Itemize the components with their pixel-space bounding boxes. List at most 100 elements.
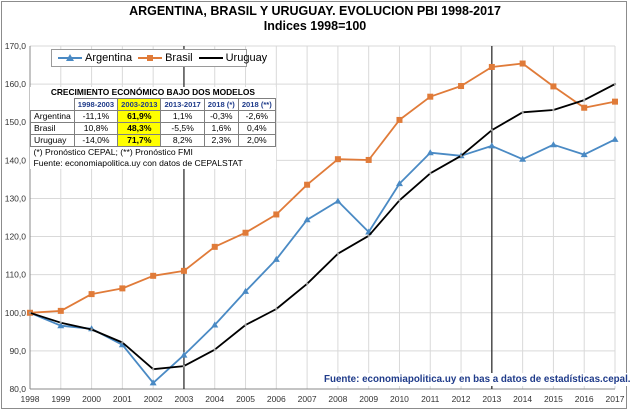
data-point-uruguay bbox=[459, 154, 463, 157]
y-tick-label: 80,0 bbox=[9, 384, 26, 394]
x-tick-label: 1998 bbox=[21, 394, 40, 404]
data-point-brasil bbox=[242, 229, 249, 236]
growth-table-cell: 1,1% bbox=[160, 110, 205, 123]
data-point-argentina bbox=[488, 142, 496, 149]
growth-table-cell: -14,0% bbox=[73, 134, 119, 147]
data-point-argentina bbox=[242, 287, 250, 294]
legend-label-uruguay: Uruguay bbox=[225, 52, 268, 64]
data-point-brasil bbox=[612, 98, 618, 105]
data-point-brasil bbox=[211, 243, 218, 250]
data-point-argentina bbox=[611, 135, 619, 142]
chart-subtitle: Indices 1998=100 bbox=[263, 19, 367, 33]
data-point-argentina bbox=[303, 216, 311, 223]
data-point-uruguay bbox=[59, 321, 62, 324]
data-point-brasil bbox=[365, 156, 372, 163]
data-point-brasil bbox=[119, 285, 126, 292]
x-tick-label: 2004 bbox=[205, 394, 224, 404]
growth-table-row-label: Argentina bbox=[30, 110, 75, 123]
data-point-uruguay bbox=[521, 111, 524, 114]
growth-table-cell: 0,4% bbox=[237, 122, 276, 135]
y-tick-label: 120,0 bbox=[5, 232, 27, 242]
data-point-argentina bbox=[180, 351, 188, 358]
data-point-brasil bbox=[304, 181, 311, 188]
growth-table-caption: CRECIMIENTO ECONÓMICO BAJO DOS MODELOS bbox=[50, 87, 255, 97]
data-point-argentina bbox=[272, 255, 280, 262]
growth-table-cell: 48,3% bbox=[117, 122, 162, 135]
data-point-argentina bbox=[149, 379, 157, 386]
series-line-brasil bbox=[29, 62, 616, 314]
growth-table-cell: 71,7% bbox=[117, 134, 162, 147]
x-tick-label: 2015 bbox=[544, 394, 563, 404]
data-point-uruguay bbox=[244, 323, 247, 327]
x-tick-label: 2017 bbox=[606, 394, 625, 404]
chart-title-line: ARGENTINA, BRASIL Y URUGUAY. EVOLUCION P… bbox=[129, 4, 501, 18]
data-point-uruguay bbox=[552, 108, 555, 112]
y-tick-label: 160,0 bbox=[5, 79, 27, 89]
y-tick-label: 140,0 bbox=[5, 155, 27, 165]
x-tick-label: 2013 bbox=[482, 394, 501, 404]
growth-table-row: Brasil 10,8% 48,3% -5,5% 1,6% 0,4% bbox=[30, 122, 276, 135]
y-tick-label: 170,0 bbox=[5, 41, 27, 51]
growth-table-cell: -11,1% bbox=[73, 110, 119, 123]
data-point-brasil bbox=[57, 307, 64, 314]
x-tick-label: 2002 bbox=[144, 394, 163, 404]
data-point-argentina bbox=[580, 151, 588, 158]
data-point-argentina bbox=[426, 149, 434, 156]
data-point-uruguay bbox=[336, 252, 340, 255]
data-point-uruguay bbox=[90, 328, 93, 331]
y-tick-label: 110,0 bbox=[5, 270, 26, 280]
y-tick-label: 130,0 bbox=[5, 193, 27, 203]
growth-table-cell: -0,3% bbox=[203, 110, 239, 123]
growth-table: CRECIMIENTO ECONÓMICO BAJO DOS MODELOS 1… bbox=[30, 87, 276, 169]
data-point-brasil bbox=[273, 211, 280, 218]
data-point-argentina bbox=[118, 341, 126, 348]
growth-table-note-row: (*) Pronóstico CEPAL; (**) Pronóstico FM… bbox=[31, 147, 276, 159]
x-tick-label: 2001 bbox=[113, 394, 132, 404]
data-point-brasil bbox=[488, 63, 495, 70]
legend-item-brasil: Brasil bbox=[138, 52, 193, 64]
growth-table-cell: -5,5% bbox=[160, 122, 205, 135]
growth-table-row-label: Uruguay bbox=[30, 134, 75, 147]
growth-table-header: 2013-2017 bbox=[160, 98, 205, 111]
data-point-brasil bbox=[180, 267, 187, 274]
data-point-argentina bbox=[549, 141, 557, 148]
data-point-argentina bbox=[395, 180, 403, 187]
legend-swatch-argentina bbox=[58, 54, 82, 61]
series-line-uruguay bbox=[29, 83, 616, 371]
growth-table-note-row: Fuente: economiapolitica.uy con datos de… bbox=[31, 158, 276, 169]
growth-table-row-label: Brasil bbox=[30, 122, 75, 135]
data-point-brasil bbox=[427, 93, 434, 100]
data-point-uruguay bbox=[583, 98, 586, 102]
growth-table-row: Argentina -11,1% 61,9% 1,1% -0,3% -2,6% bbox=[30, 110, 276, 123]
growth-table-row: Uruguay -14,0% 71,7% 8,2% 2,3% 2,0% bbox=[30, 134, 276, 147]
x-tick-label: 1999 bbox=[51, 394, 70, 404]
x-tick-label: 2006 bbox=[267, 394, 286, 404]
data-point-brasil bbox=[396, 116, 403, 123]
data-point-argentina bbox=[57, 322, 65, 329]
legend-item-argentina: Argentina bbox=[58, 52, 132, 64]
growth-table-header: 2018 (**) bbox=[237, 98, 276, 111]
growth-table-header-row: 1998-2003 2003-2013 2013-2017 2018 (*) 2… bbox=[31, 98, 276, 111]
data-point-uruguay bbox=[182, 364, 186, 368]
x-tick-label: 2012 bbox=[452, 394, 471, 404]
growth-table-header: 2018 (*) bbox=[203, 98, 239, 111]
data-point-uruguay bbox=[213, 348, 216, 351]
data-point-uruguay bbox=[275, 307, 278, 311]
data-point-uruguay bbox=[613, 82, 617, 86]
data-point-brasil bbox=[581, 104, 588, 111]
growth-table-cell: -2,6% bbox=[237, 110, 276, 123]
x-tick-label: 2008 bbox=[328, 394, 347, 404]
growth-table-cell: 2,0% bbox=[237, 134, 276, 147]
data-point-uruguay bbox=[398, 199, 401, 202]
data-point-brasil bbox=[550, 83, 557, 90]
growth-table-source: Fuente: economiapolitica.uy con datos de… bbox=[33, 158, 243, 168]
data-point-brasil bbox=[458, 83, 465, 90]
legend-swatch-uruguay bbox=[198, 57, 223, 59]
legend-swatch-brasil bbox=[138, 55, 163, 61]
legend-item-uruguay: Uruguay bbox=[198, 52, 268, 64]
x-tick-label: 2014 bbox=[513, 394, 532, 404]
legend-label-brasil: Brasil bbox=[165, 52, 193, 64]
